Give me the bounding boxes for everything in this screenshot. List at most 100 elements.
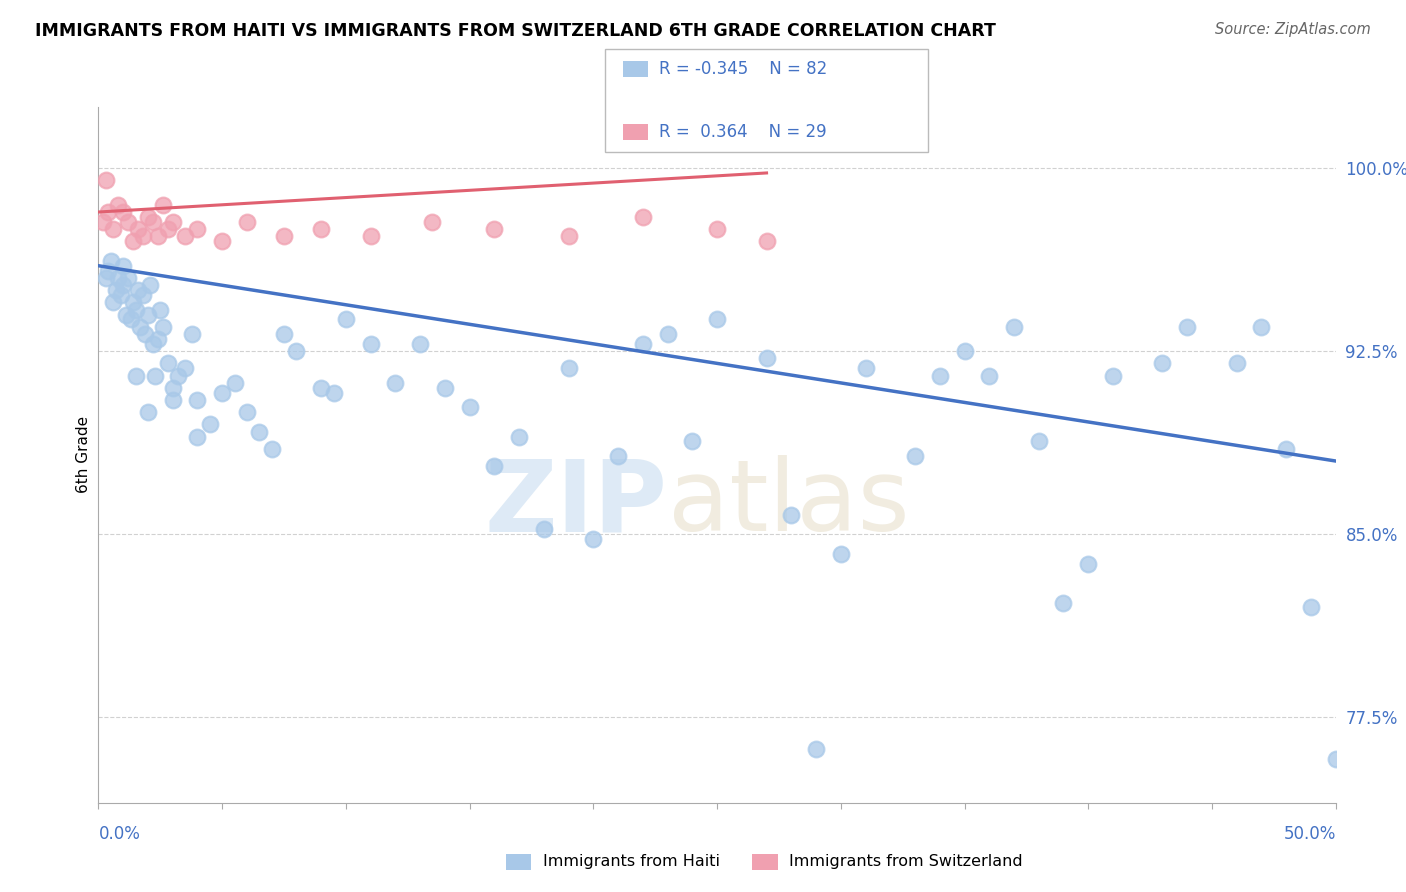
Point <box>904 449 927 463</box>
Point <box>224 376 246 390</box>
Point <box>97 263 120 277</box>
Point <box>94 271 117 285</box>
Point <box>136 308 159 322</box>
Point <box>122 295 145 310</box>
Point <box>134 327 156 342</box>
Point <box>142 336 165 351</box>
Point <box>1175 319 1198 334</box>
Point <box>97 205 120 219</box>
Point <box>146 229 169 244</box>
Point <box>1250 319 1272 334</box>
Point <box>322 385 344 400</box>
Point <box>928 368 950 383</box>
Point <box>112 259 135 273</box>
Point <box>174 229 197 244</box>
Point <box>657 327 679 342</box>
Point <box>484 458 506 473</box>
Text: R = -0.345    N = 82: R = -0.345 N = 82 <box>659 60 828 78</box>
Point <box>484 222 506 236</box>
Text: Immigrants from Haiti: Immigrants from Haiti <box>543 855 720 869</box>
Point <box>211 385 233 400</box>
Point <box>1077 557 1099 571</box>
Point <box>107 271 129 285</box>
Point <box>162 392 184 407</box>
Point <box>409 336 432 351</box>
Point <box>124 302 146 317</box>
Point <box>149 302 172 317</box>
Point <box>755 235 778 249</box>
Point <box>557 229 579 244</box>
Point <box>117 271 139 285</box>
Point <box>1102 368 1125 383</box>
Point <box>162 215 184 229</box>
Point <box>631 210 654 224</box>
Point <box>94 173 117 187</box>
Point <box>152 319 174 334</box>
Point <box>1152 356 1174 370</box>
Point <box>1226 356 1249 370</box>
Point <box>181 327 204 342</box>
Text: atlas: atlas <box>668 455 910 552</box>
Point <box>309 222 332 236</box>
Point <box>139 278 162 293</box>
Text: 0.0%: 0.0% <box>98 825 141 843</box>
Point <box>433 381 456 395</box>
Point <box>830 547 852 561</box>
Point <box>112 278 135 293</box>
Point <box>422 215 444 229</box>
Point <box>1028 434 1050 449</box>
Point <box>855 361 877 376</box>
Point <box>979 368 1001 383</box>
Text: IMMIGRANTS FROM HAITI VS IMMIGRANTS FROM SWITZERLAND 6TH GRADE CORRELATION CHART: IMMIGRANTS FROM HAITI VS IMMIGRANTS FROM… <box>35 22 995 40</box>
Point <box>236 405 259 419</box>
Point <box>384 376 406 390</box>
Point <box>122 235 145 249</box>
Point <box>186 222 208 236</box>
Point <box>198 417 221 432</box>
Point <box>156 356 179 370</box>
Point <box>309 381 332 395</box>
Text: R =  0.364    N = 29: R = 0.364 N = 29 <box>659 123 827 141</box>
Point <box>142 215 165 229</box>
Point <box>706 312 728 326</box>
Point <box>143 368 166 383</box>
Point <box>186 392 208 407</box>
Point <box>1002 319 1025 334</box>
Point <box>273 229 295 244</box>
Point <box>114 308 136 322</box>
Point <box>285 344 308 359</box>
Point <box>127 283 149 297</box>
Point <box>120 312 142 326</box>
Point <box>211 235 233 249</box>
Point <box>100 253 122 268</box>
Point <box>129 319 152 334</box>
Point <box>458 401 481 415</box>
Point <box>1299 600 1322 615</box>
Point <box>631 336 654 351</box>
Point <box>103 222 125 236</box>
Point <box>236 215 259 229</box>
Point <box>112 205 135 219</box>
Point <box>755 351 778 366</box>
Text: Source: ZipAtlas.com: Source: ZipAtlas.com <box>1215 22 1371 37</box>
Point <box>780 508 803 522</box>
Point <box>103 295 125 310</box>
Point <box>152 197 174 211</box>
Point <box>260 442 283 456</box>
Text: 50.0%: 50.0% <box>1284 825 1336 843</box>
Point <box>953 344 976 359</box>
Point <box>132 288 155 302</box>
Point <box>582 532 605 546</box>
Point <box>107 197 129 211</box>
Point <box>273 327 295 342</box>
Text: ZIP: ZIP <box>485 455 668 552</box>
Point <box>166 368 188 383</box>
Point <box>607 449 630 463</box>
Point <box>335 312 357 326</box>
Point <box>110 288 132 302</box>
Point <box>162 381 184 395</box>
Text: Immigrants from Switzerland: Immigrants from Switzerland <box>789 855 1022 869</box>
Point <box>247 425 270 439</box>
Point <box>360 336 382 351</box>
Point <box>360 229 382 244</box>
